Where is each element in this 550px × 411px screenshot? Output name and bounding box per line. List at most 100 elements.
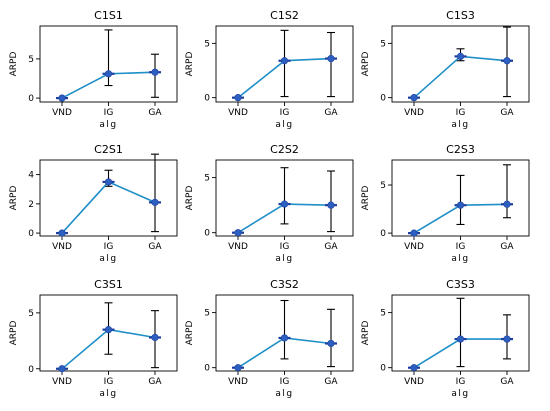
panel-7-ytick-label-0: 0 (28, 365, 34, 375)
panel-3-ytick-label-5: 5 (380, 39, 386, 49)
panel-8-xtick-label-vnd: VND (228, 377, 248, 387)
panel-3-ylabel: ARPD (361, 52, 371, 77)
panel-8-xtick-label-ga: GA (324, 377, 338, 387)
panel-6-point-vnd (410, 229, 418, 237)
panel-6-ytick-label-0: 0 (380, 229, 386, 239)
panel-8-xlabel: alg (275, 389, 293, 399)
panel-5-point-ga (327, 201, 335, 209)
panel-7-xtick-label-vnd: VND (52, 377, 72, 387)
panel-4-title: C2S1 (94, 143, 123, 156)
panel-3-ytick-label-0: 0 (380, 94, 386, 104)
panel-9-title: C3S3 (446, 278, 475, 291)
panel-1-point-ig (104, 70, 113, 78)
panel-9-ytick-label-5: 5 (380, 309, 386, 319)
panel-7-xtick-label-ga: GA (148, 377, 162, 387)
panel-4-xtick-label-ig: IG (104, 242, 114, 252)
panel-4-xtick-label-ga: GA (148, 242, 162, 252)
panel-7-point-ig (104, 326, 113, 334)
panel-4-xlabel: alg (99, 254, 117, 264)
panel-5-ytick-label-5: 5 (204, 174, 210, 184)
panel-9-ytick-label-0: 0 (380, 364, 386, 374)
panel-2-xtick-label-ig: IG (280, 108, 290, 118)
panel-2-xtick-label-ga: GA (324, 108, 338, 118)
panel-4-point-vnd (58, 229, 66, 237)
panel-9-xtick-label-ga: GA (500, 377, 514, 387)
panel-2-ylabel: ARPD (185, 52, 195, 77)
panel-3-xtick-label-vnd: VND (404, 108, 424, 118)
panel-7-ytick-label-5: 5 (28, 309, 34, 319)
panel-5-xlabel: alg (275, 254, 293, 264)
panel-5-xtick-label-ig: IG (280, 242, 290, 252)
panel-5-ytick-label-0: 0 (204, 229, 210, 239)
panel-5-xtick-label-ga: GA (324, 242, 338, 252)
panel-1-ylabel: ARPD (9, 52, 19, 77)
panel-6-ytick-label-5: 5 (380, 181, 386, 191)
panel-9-point-ga (503, 335, 511, 343)
panel-9-xtick-label-ig: IG (456, 377, 466, 387)
panel-2-ytick-label-0: 0 (204, 94, 210, 104)
panel-1-xtick-label-ga: GA (148, 108, 162, 118)
panel-3-xtick-label-ga: GA (500, 108, 514, 118)
panel-5-title: C2S2 (270, 143, 299, 156)
panel-3-title: C1S3 (446, 9, 475, 22)
panel-1-point-ga (151, 68, 159, 76)
panel-2-title: C1S2 (270, 9, 299, 22)
panel-6-xtick-label-ga: GA (500, 242, 514, 252)
panel-4-series-line (61, 180, 156, 234)
panel-7-ylabel: ARPD (9, 321, 19, 346)
panel-4-ytick-label-0: 0 (28, 229, 34, 239)
panel-3-point-ga (503, 57, 511, 65)
panel-8-ylabel: ARPD (185, 321, 195, 346)
panel-8-xtick-label-ig: IG (280, 377, 290, 387)
panel-5-xtick-label-vnd: VND (228, 242, 248, 252)
panel-7-title: C3S1 (94, 278, 123, 291)
panel-1-title: C1S1 (94, 9, 123, 22)
panel-1-ytick-label-5: 5 (28, 55, 34, 65)
panel-1-xtick-label-ig: IG (104, 108, 114, 118)
panel-6-point-ga (503, 200, 511, 208)
panel-9-point-ig (456, 335, 465, 343)
panel-8-ytick-label-0: 0 (204, 364, 210, 374)
panel-3-xtick-label-ig: IG (456, 108, 466, 118)
panel-7-point-vnd (58, 365, 66, 373)
panel-2-point-vnd (234, 94, 242, 102)
panel-5-point-vnd (234, 229, 242, 237)
panel-7-xlabel: alg (99, 389, 117, 399)
panel-2-point-ga (327, 54, 335, 63)
panel-6-xlabel: alg (451, 254, 469, 264)
panel-6-point-ig (456, 201, 465, 209)
panel-7-point-ga (151, 333, 159, 342)
panel-4-ytick-label-2: 2 (28, 200, 34, 210)
panel-2-xtick-label-vnd: VND (228, 108, 248, 118)
panel-8-point-ig (280, 334, 289, 342)
panel-1-xlabel: alg (99, 120, 117, 130)
panel-3-xlabel: alg (451, 120, 469, 130)
panel-4-point-ig (104, 178, 113, 186)
panel-9-point-vnd (410, 364, 418, 372)
panel-2-ytick-label-5: 5 (204, 39, 210, 49)
panel-4-xtick-label-vnd: VND (52, 242, 72, 252)
panel-9-xtick-label-vnd: VND (404, 377, 424, 387)
panel-2-xlabel: alg (275, 120, 293, 130)
panel-3-series-line (413, 55, 508, 99)
panel-4-ylabel: ARPD (9, 186, 19, 211)
panel-8-ytick-label-5: 5 (204, 309, 210, 319)
panel-5-ylabel: ARPD (185, 186, 195, 211)
panel-5-point-ig (280, 200, 289, 208)
panel-1-xtick-label-vnd: VND (52, 108, 72, 118)
panel-9-xlabel: alg (451, 389, 469, 399)
panel-8-point-vnd (234, 364, 242, 372)
panel-1-ytick-label-0: 0 (28, 94, 34, 104)
panel-1-point-vnd (58, 94, 66, 102)
panel-2-point-ig (280, 57, 289, 65)
panel-4-ytick-label-4: 4 (28, 171, 34, 181)
panel-3-point-ig (456, 52, 465, 61)
panel-7-xtick-label-ig: IG (104, 377, 114, 387)
panel-9-ylabel: ARPD (361, 321, 371, 346)
panel-8-title: C3S2 (270, 278, 299, 291)
panel-6-xtick-label-ig: IG (456, 242, 466, 252)
panel-6-ylabel: ARPD (361, 186, 371, 211)
panel-6-xtick-label-vnd: VND (404, 242, 424, 252)
panel-6-title: C2S3 (446, 143, 475, 156)
